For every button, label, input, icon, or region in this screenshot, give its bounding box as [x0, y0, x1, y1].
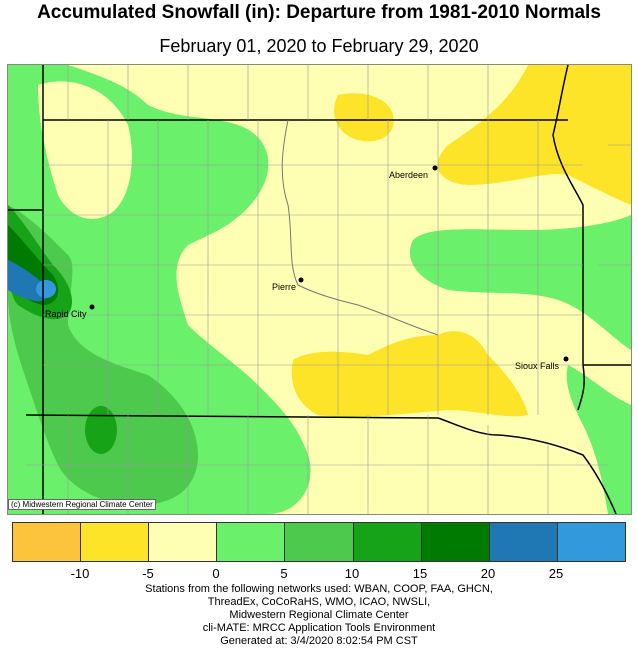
- legend-swatch: [13, 523, 82, 561]
- legend-tick-label: 0: [212, 566, 220, 581]
- contour-yellow-northeast: [437, 65, 631, 205]
- svg-text:Sioux Falls: Sioux Falls: [515, 361, 560, 371]
- county-boundaries: [26, 65, 631, 514]
- svg-text:Pierre: Pierre: [272, 282, 296, 292]
- legend-swatch: [217, 523, 286, 561]
- missouri-river: [281, 119, 439, 336]
- state-boundaries: [8, 65, 631, 514]
- footer-notes: Stations from the following networks use…: [0, 583, 638, 648]
- legend-tick-label: 20: [480, 566, 496, 581]
- contour-green-east: [409, 215, 631, 350]
- legend-tick-label: -5: [142, 566, 154, 581]
- svg-text:Aberdeen: Aberdeen: [389, 170, 428, 180]
- legend-swatch: [81, 523, 150, 561]
- contour-yellow-south: [291, 331, 528, 417]
- copyright-label: (c) Midwestern Regional Climate Center: [8, 499, 156, 510]
- legend-swatch: [353, 523, 422, 561]
- contour-green-southeast: [566, 365, 631, 514]
- legend-swatch: [421, 523, 490, 561]
- city-sioux-falls: Sioux Falls: [515, 356, 569, 371]
- contour-pale-west: [38, 81, 132, 219]
- map-canvas: Aberdeen Pierre Rapid City Sioux Falls: [8, 65, 631, 514]
- contour-light-blue: [36, 280, 56, 298]
- footer-line-1: Stations from the following networks use…: [145, 583, 493, 595]
- legend-swatch: [557, 523, 625, 561]
- snowfall-departure-map: Aberdeen Pierre Rapid City Sioux Falls: [7, 64, 632, 515]
- city-rapid-city: Rapid City: [45, 304, 95, 319]
- footer-line-3: Midwestern Regional Climate Center: [229, 609, 409, 621]
- footer-line-5: Generated at: 3/4/2020 8:02:54 PM CST: [220, 635, 418, 647]
- legend-tick-label: 5: [280, 566, 288, 581]
- legend-swatch: [149, 523, 218, 561]
- legend-swatch: [489, 523, 558, 561]
- map-subtitle: February 01, 2020 to February 29, 2020: [159, 36, 479, 56]
- legend-colorbar: [12, 522, 626, 562]
- footer-line-4: cli-MATE: MRCC Application Tools Environ…: [202, 622, 436, 634]
- legend-swatch: [285, 523, 354, 561]
- city-pierre: Pierre: [272, 277, 304, 292]
- city-aberdeen: Aberdeen: [389, 165, 438, 180]
- contour-dark-green-south: [85, 406, 117, 454]
- svg-text:Rapid City: Rapid City: [45, 309, 87, 319]
- footer-line-2: ThreadEx, CoCoRaHS, WMO, ICAO, NWSLI,: [207, 596, 431, 608]
- legend-tick-label: 25: [548, 566, 564, 581]
- legend-tick-label: -10: [70, 566, 90, 581]
- legend-tick-label: 15: [412, 566, 428, 581]
- contour-yellow-aberdeen: [334, 93, 394, 142]
- legend-tick-label: 10: [344, 566, 360, 581]
- map-title: Accumulated Snowfall (in): Departure fro…: [37, 2, 601, 23]
